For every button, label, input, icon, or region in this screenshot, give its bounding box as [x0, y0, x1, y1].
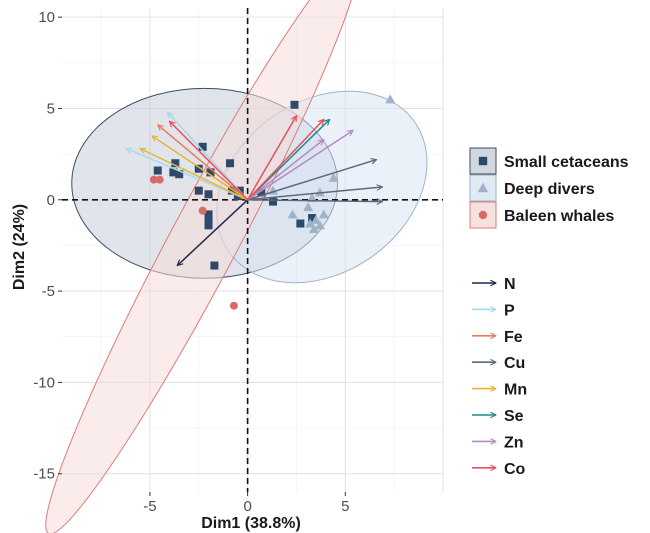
- loading-arrow-cu: [247, 187, 383, 201]
- x-tick-label: -5: [143, 498, 156, 515]
- small-cetaceans-point: [257, 188, 266, 197]
- y-tick-label: 10: [38, 9, 55, 26]
- baleen-whales-point: [198, 206, 207, 215]
- legend-key-small-cetaceans: [469, 147, 497, 175]
- small-cetaceans-point: [171, 159, 180, 168]
- loading-arrow-mn: [140, 149, 248, 201]
- x-axis-title: Dim1 (38.8%): [201, 515, 301, 532]
- legend-label-p: P: [504, 302, 515, 319]
- small-cetaceans-point: [204, 190, 213, 199]
- y-tick-label: 0: [47, 192, 55, 209]
- small-cetaceans-point: [204, 210, 213, 219]
- deep-divers-point: [318, 209, 329, 219]
- legend-label-zn: Zn: [504, 434, 524, 451]
- y-tick-label: -5: [42, 283, 55, 300]
- loading-arrow-mn: [152, 136, 249, 201]
- small-cetaceans-point: [308, 214, 317, 223]
- small-cetaceans-point: [194, 186, 203, 195]
- loading-arrow-zn: [247, 130, 354, 201]
- small-cetaceans-point: [206, 168, 215, 177]
- legend-label-cu: Cu: [504, 355, 525, 372]
- baleen-whales-point: [149, 175, 158, 184]
- baleen-whales-point: [229, 301, 238, 310]
- deep-divers-point: [385, 94, 396, 104]
- loading-arrow-fe: [158, 125, 249, 201]
- deep-divers-point: [328, 172, 339, 182]
- deep-divers-point: [309, 223, 320, 233]
- x-tick-label: 0: [243, 498, 251, 515]
- small-cetaceans-point: [194, 164, 203, 173]
- legend-loadings: NP Fe Cu Mn Se Zn Co: [472, 276, 527, 478]
- baleen-whales-point: [155, 175, 164, 184]
- small-cetaceans-point: [290, 100, 299, 109]
- individual-points: [149, 94, 396, 310]
- legend-label-deep-divers: Deep divers: [504, 181, 595, 198]
- deep-divers-point: [314, 220, 325, 230]
- legend-groups: Small cetaceans Deep divers Baleen whales: [469, 147, 629, 229]
- baleen-whales-ellipse: [45, 0, 361, 533]
- legend-label-fe: Fe: [504, 329, 523, 346]
- loading-arrow-co: [246, 116, 298, 201]
- legend-label-mn: Mn: [504, 382, 527, 399]
- confidence-ellipses: [45, 0, 428, 533]
- loading-arrow-cu: [247, 200, 383, 202]
- deep-divers-point: [314, 187, 325, 197]
- small-cetaceans-point: [169, 168, 178, 177]
- legend-marker-deep-divers: [477, 182, 489, 193]
- small-cetaceans-point: [227, 186, 236, 195]
- small-cetaceans-point: [198, 142, 207, 151]
- loading-arrow-n: [177, 199, 249, 266]
- small-cetaceans-point: [269, 197, 278, 206]
- deep-divers-point: [303, 202, 314, 212]
- legend-key-deep-divers: [469, 174, 497, 202]
- deep-divers-point: [307, 192, 318, 202]
- small-cetaceans-point: [296, 219, 305, 228]
- loading-arrow-cu: [247, 160, 377, 201]
- y-tick-label: 5: [47, 100, 55, 117]
- deep-divers-point: [287, 209, 298, 219]
- tick-labels: -5 0 5 -15 -10 -5 0 5 10: [33, 9, 349, 515]
- loading-arrow-zn: [247, 140, 324, 201]
- legend-label-n: N: [504, 276, 516, 293]
- legend-label-se: Se: [504, 408, 524, 425]
- legend-label-baleen-whales: Baleen whales: [504, 208, 614, 225]
- legend-marker-small-cetaceans: [478, 156, 488, 166]
- legend-label-co: Co: [504, 461, 526, 478]
- small-cetaceans-point: [175, 170, 184, 179]
- loading-arrows: [126, 112, 382, 265]
- deep-divers-point: [311, 214, 321, 224]
- deep-divers-point: [305, 218, 316, 228]
- loading-arrow-p: [168, 112, 249, 201]
- small-cetaceans-point: [226, 159, 235, 168]
- y-tick-label: -10: [33, 374, 55, 391]
- loading-arrow-p: [126, 149, 248, 201]
- y-axis-title: Dim2 (24%): [11, 204, 28, 290]
- y-tick-label: -15: [33, 466, 55, 483]
- small-cetaceans-point: [204, 215, 213, 224]
- small-cetaceans-point: [210, 261, 219, 270]
- small-cetaceans-point: [204, 221, 213, 230]
- loading-arrow-co: [247, 119, 324, 201]
- legend-marker-baleen-whales: [478, 210, 488, 220]
- small-cetaceans-point: [153, 166, 162, 175]
- legend-label-small-cetaceans: Small cetaceans: [504, 154, 629, 171]
- loading-arrow-co: [169, 121, 249, 201]
- x-tick-label: 5: [341, 498, 349, 515]
